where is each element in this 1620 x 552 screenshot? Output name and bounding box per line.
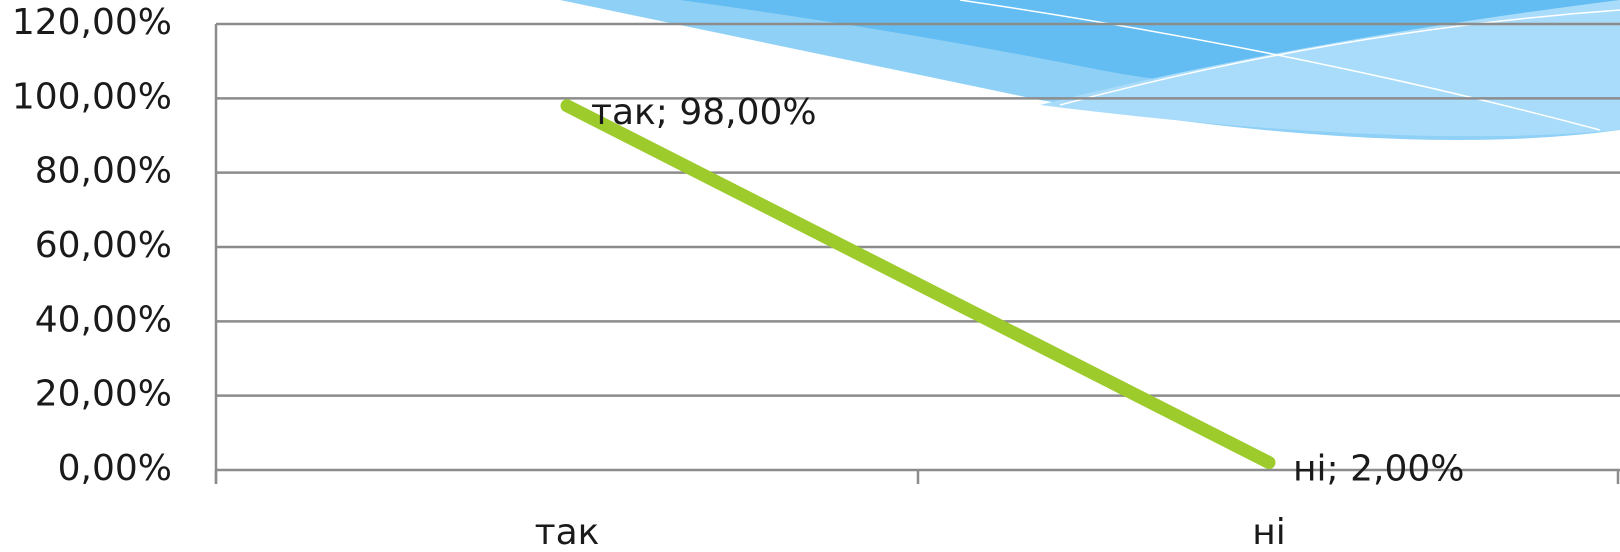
data-label: ні; 2,00% (1293, 449, 1464, 490)
y-tick-label: 0,00% (58, 448, 172, 489)
y-tick-label: 80,00% (35, 151, 172, 192)
y-tick-label: 100,00% (12, 76, 172, 117)
x-tick-label: так (535, 512, 600, 552)
y-tick-label: 60,00% (35, 225, 172, 266)
line (560, 99, 1276, 470)
y-tick-label: 20,00% (35, 374, 172, 415)
y-tick-label: 40,00% (35, 299, 172, 340)
x-tick-label: ні (1252, 512, 1286, 552)
data-label: так; 98,00% (591, 92, 817, 133)
y-tick-label: 120,00% (12, 2, 172, 43)
background-waves (560, 0, 1620, 140)
